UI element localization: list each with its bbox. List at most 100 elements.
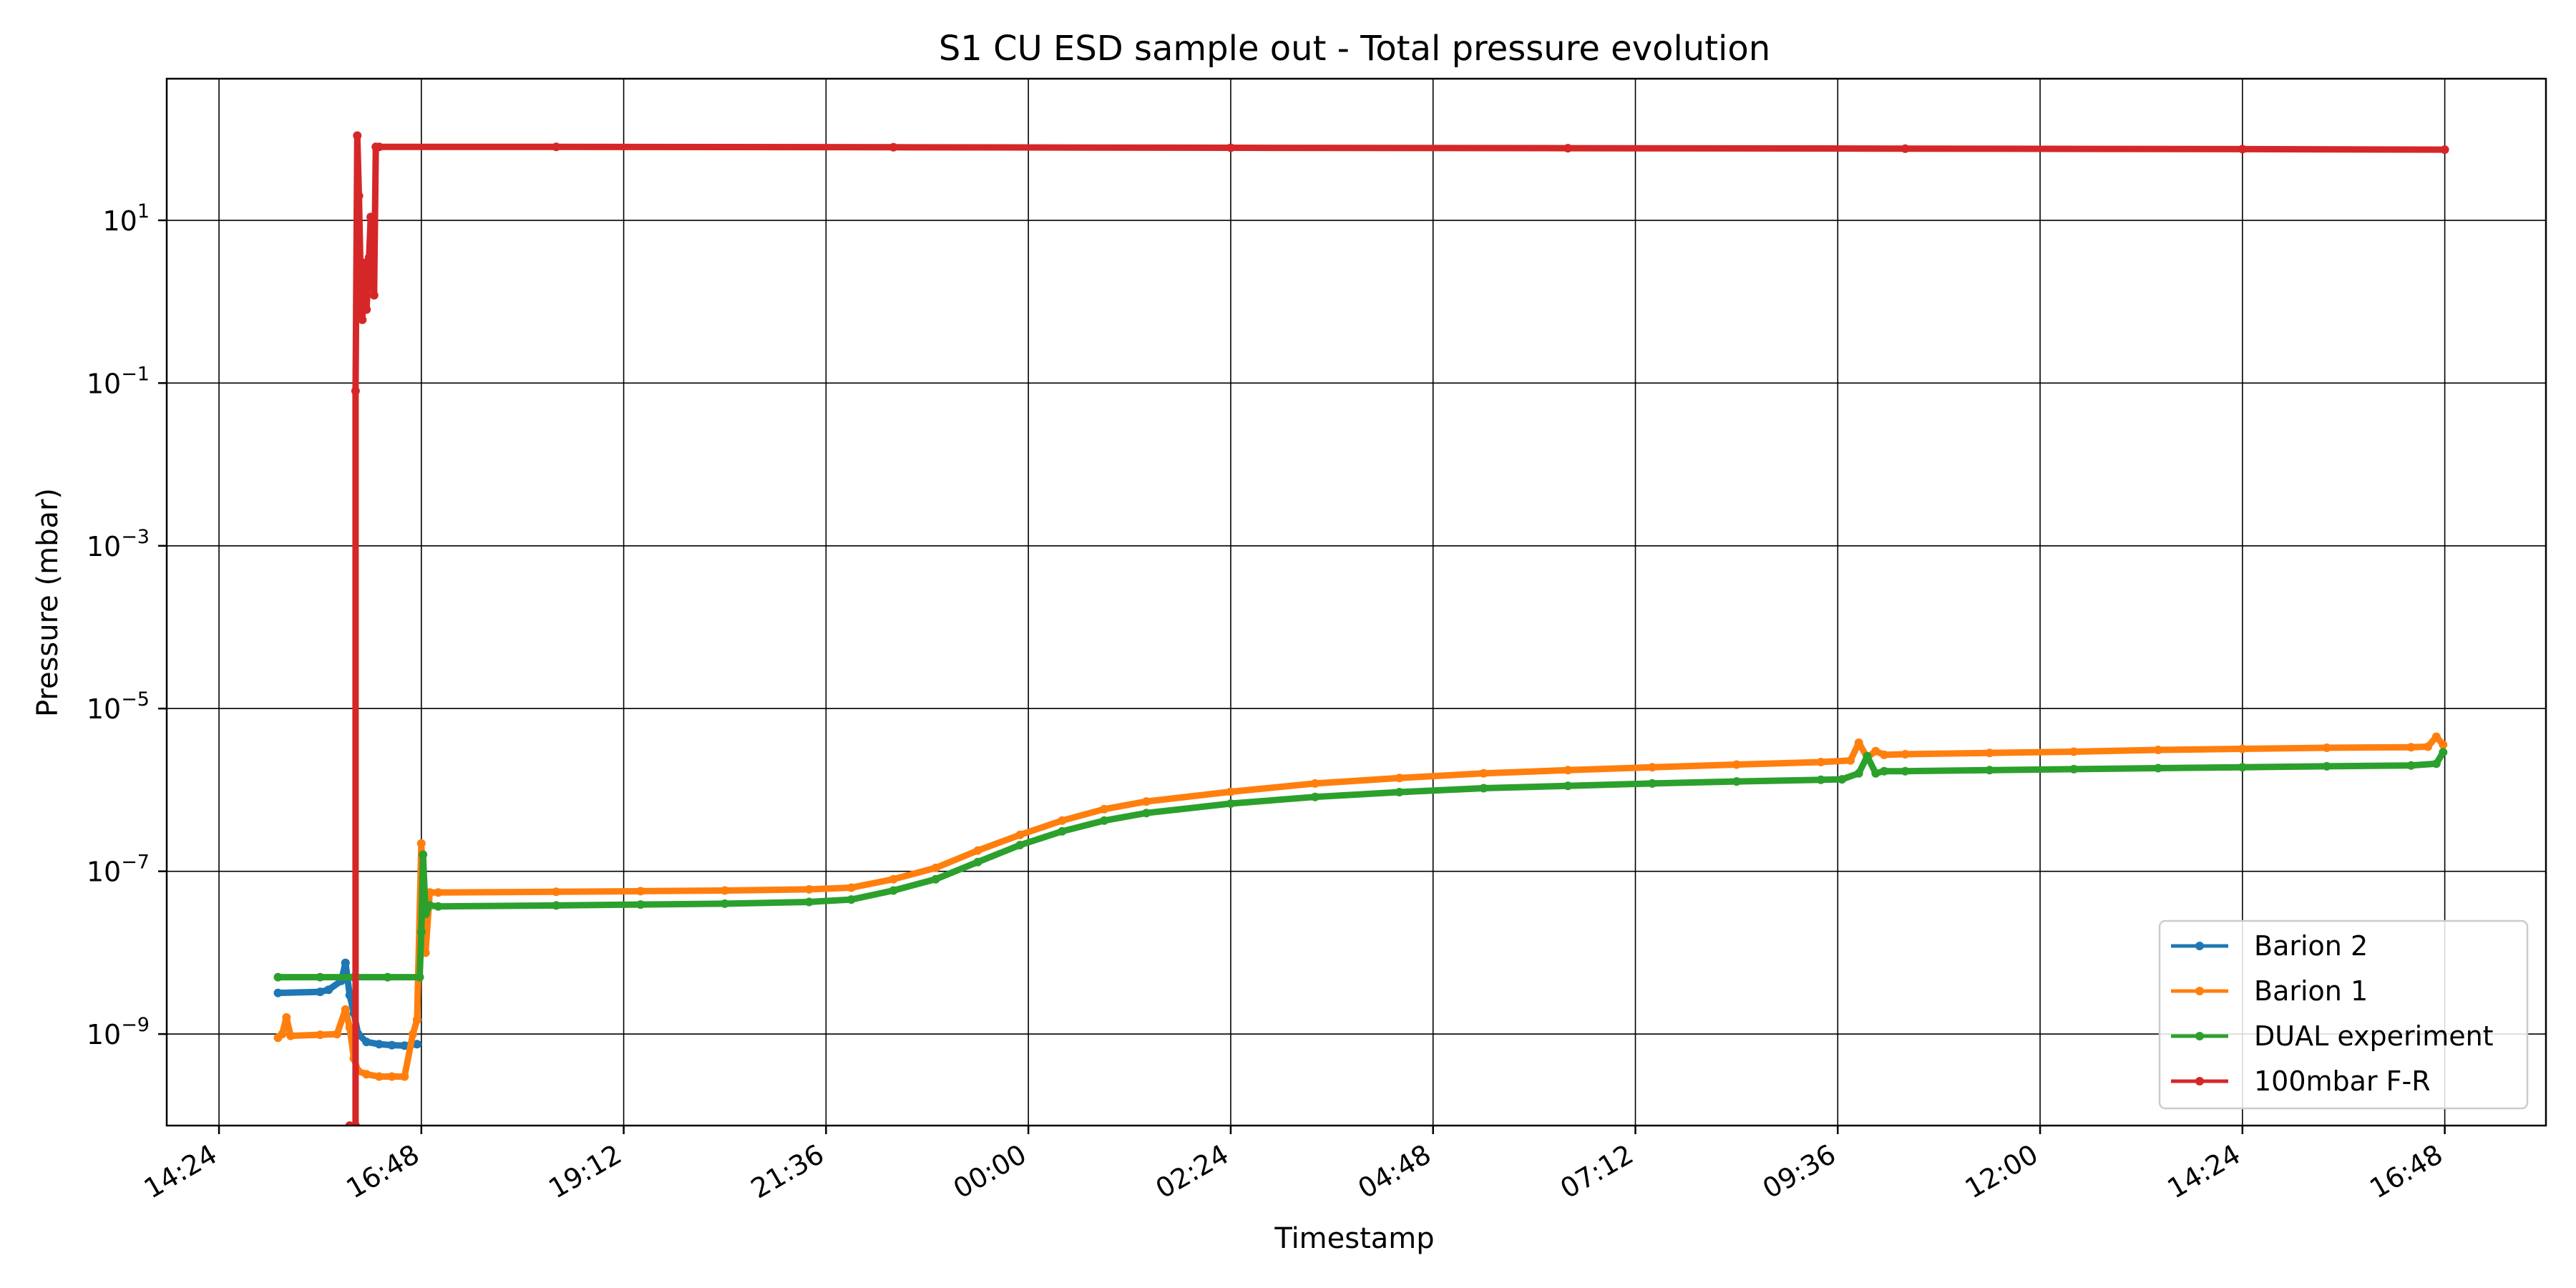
legend-marker — [2195, 1077, 2204, 1085]
data-point — [2406, 761, 2416, 770]
y-tick-exponent: −1 — [121, 363, 150, 385]
legend-label: DUAL experiment — [2254, 1020, 2494, 1052]
data-point — [1732, 777, 1741, 786]
y-tick-label: 10−1 — [87, 363, 150, 399]
data-point — [2238, 744, 2247, 753]
data-point — [1985, 766, 1994, 775]
y-tick-exponent: −3 — [121, 526, 150, 548]
data-point — [1871, 746, 1880, 756]
data-point — [2238, 763, 2247, 772]
data-point — [1100, 816, 1109, 825]
data-point — [425, 901, 434, 910]
data-point — [356, 273, 365, 282]
y-tick-mantissa: 10 — [87, 857, 121, 888]
plot-series — [273, 131, 2449, 1126]
series-layer — [273, 131, 2449, 1126]
data-point — [552, 887, 561, 897]
y-tick-label: 10−9 — [87, 1014, 150, 1050]
data-point — [1880, 750, 1889, 759]
data-point — [1058, 816, 1067, 825]
data-point — [316, 987, 325, 997]
x-axis-label: Timestamp — [1274, 1222, 1434, 1255]
data-point — [1226, 799, 1235, 808]
data-point — [1863, 751, 1872, 761]
data-point — [419, 850, 428, 859]
data-point — [333, 1030, 341, 1039]
y-tick-label: 10−5 — [87, 688, 150, 725]
data-point — [286, 1031, 296, 1040]
data-point — [1648, 763, 1657, 772]
data-point — [636, 900, 645, 909]
data-point — [721, 899, 729, 908]
data-point — [369, 291, 379, 300]
data-point — [1100, 804, 1109, 814]
legend-label: 100mbar F-R — [2254, 1065, 2431, 1097]
data-point — [374, 1040, 384, 1049]
data-point — [1015, 830, 1025, 839]
data-point — [1479, 784, 1488, 793]
legend-label: Barion 2 — [2254, 930, 2368, 962]
data-point — [931, 874, 940, 884]
y-tick-mantissa: 10 — [102, 205, 137, 237]
data-point — [354, 191, 364, 200]
data-point — [345, 1023, 354, 1033]
y-tick-mantissa: 10 — [87, 1019, 121, 1050]
data-point — [1871, 769, 1880, 778]
data-point — [2238, 145, 2247, 154]
data-point — [804, 897, 814, 907]
y-tick-mantissa: 10 — [87, 368, 121, 399]
y-tick-mantissa: 10 — [87, 531, 121, 562]
data-point — [552, 142, 561, 152]
data-point — [1479, 769, 1488, 778]
data-point — [1395, 788, 1404, 796]
data-point — [400, 1072, 409, 1081]
data-point — [889, 142, 898, 152]
data-point — [416, 927, 426, 937]
data-point — [362, 1038, 371, 1047]
data-point — [1015, 841, 1025, 849]
data-point — [2439, 740, 2448, 749]
data-point — [1058, 826, 1067, 836]
data-point — [2322, 743, 2331, 752]
y-tick-mantissa: 10 — [87, 693, 121, 725]
data-point — [889, 886, 898, 895]
data-point — [341, 1005, 350, 1014]
data-point — [409, 1030, 417, 1039]
data-point — [387, 1040, 396, 1050]
data-point — [416, 839, 426, 848]
data-point — [1985, 748, 1994, 758]
data-point — [2322, 761, 2331, 771]
data-point — [804, 884, 814, 894]
data-point — [552, 901, 561, 910]
data-point — [412, 1040, 421, 1049]
data-point — [387, 1072, 396, 1081]
data-point — [2431, 759, 2441, 769]
y-tick-label: 10−3 — [87, 526, 150, 562]
data-point — [2406, 743, 2416, 752]
series-line — [346, 132, 2449, 1126]
chart-title: S1 CU ESD sample out - Total pressure ev… — [939, 29, 1770, 69]
data-point — [1563, 144, 1573, 153]
data-point — [636, 887, 645, 896]
data-point — [366, 213, 376, 222]
data-point — [351, 386, 360, 396]
legend: Barion 2 Barion 1 DUAL experiment 100mbar F… — [2158, 919, 2529, 1110]
data-point — [2440, 145, 2449, 155]
data-point — [1310, 792, 1319, 801]
data-point — [1310, 779, 1319, 788]
data-point — [1880, 766, 1889, 776]
data-point — [973, 857, 982, 867]
data-point — [931, 863, 940, 872]
plot-frame — [165, 77, 2547, 1127]
data-point — [1226, 787, 1235, 796]
y-tick-label: 101 — [102, 200, 150, 237]
data-point — [341, 958, 350, 967]
data-point — [316, 1030, 325, 1040]
y-tick-exponent: 1 — [137, 200, 150, 223]
legend-items: Barion 2 Barion 1 DUAL experiment 100mbar F… — [2171, 930, 2494, 1097]
legend-label: Barion 1 — [2254, 975, 2368, 1007]
data-point — [2431, 732, 2441, 741]
data-point — [2424, 742, 2432, 751]
data-point — [345, 990, 354, 1000]
